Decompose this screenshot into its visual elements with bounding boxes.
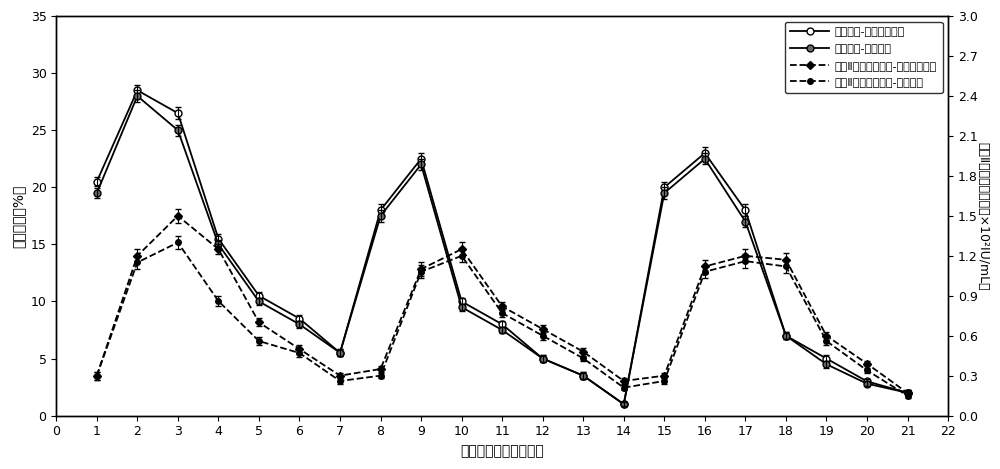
- 凝血Ⅱ因子蛋白活性-传统瞬转: [902, 393, 914, 399]
- 凝血Ⅱ因子蛋白活性-连续多次瞬转: [334, 373, 346, 378]
- 转染效率-连续多次瞬转: [334, 350, 346, 356]
- 凝血Ⅱ因子蛋白活性-连续多次瞬转: [820, 333, 832, 339]
- 凝血Ⅱ因子蛋白活性-连续多次瞬转: [91, 373, 103, 378]
- 凝血Ⅱ因子蛋白活性-传统瞬转: [415, 269, 427, 275]
- 转染效率-传统瞬转: [293, 321, 305, 327]
- 转染效率-连续多次瞬转: [456, 299, 468, 304]
- 凝血Ⅱ因子蛋白活性-连续多次瞬转: [375, 366, 387, 372]
- 转染效率-传统瞬转: [902, 390, 914, 395]
- 转染效率-传统瞬转: [739, 219, 751, 224]
- 转染效率-传统瞬转: [91, 190, 103, 196]
- 凝血Ⅱ因子蛋白活性-传统瞬转: [658, 378, 670, 384]
- 凝血Ⅱ因子蛋白活性-连续多次瞬转: [456, 246, 468, 252]
- 凝血Ⅱ因子蛋白活性-传统瞬转: [537, 333, 549, 339]
- 转染效率-连续多次瞬转: [131, 88, 143, 93]
- 凝血Ⅱ因子蛋白活性-连续多次瞬转: [496, 303, 508, 309]
- Line: 转染效率-传统瞬转: 转染效率-传统瞬转: [93, 92, 911, 408]
- 凝血Ⅱ因子蛋白活性-连续多次瞬转: [293, 346, 305, 352]
- 转染效率-传统瞬转: [861, 381, 873, 386]
- 凝血Ⅱ因子蛋白活性-传统瞬转: [212, 298, 224, 304]
- 凝血Ⅱ因子蛋白活性-连续多次瞬转: [172, 213, 184, 219]
- 凝血Ⅱ因子蛋白活性-传统瞬转: [91, 373, 103, 378]
- 凝血Ⅱ因子蛋白活性-连续多次瞬转: [618, 378, 630, 384]
- 凝血Ⅱ因子蛋白活性-传统瞬转: [861, 368, 873, 373]
- Y-axis label: 凝血Ⅱ因子蛋白活性（×10²IU/mL）: 凝血Ⅱ因子蛋白活性（×10²IU/mL）: [976, 142, 989, 290]
- 转染效率-连续多次瞬转: [861, 378, 873, 384]
- 转染效率-连续多次瞬转: [91, 179, 103, 184]
- 凝血Ⅱ因子蛋白活性-传统瞬转: [577, 356, 589, 361]
- 凝血Ⅱ因子蛋白活性-连续多次瞬转: [577, 349, 589, 355]
- 凝血Ⅱ因子蛋白活性-传统瞬转: [456, 253, 468, 258]
- 凝血Ⅱ因子蛋白活性-连续多次瞬转: [537, 326, 549, 332]
- 凝血Ⅱ因子蛋白活性-传统瞬转: [820, 338, 832, 344]
- 凝血Ⅱ因子蛋白活性-传统瞬转: [172, 240, 184, 245]
- 凝血Ⅱ因子蛋白活性-传统瞬转: [253, 338, 265, 344]
- 转染效率-连续多次瞬转: [658, 184, 670, 190]
- 凝血Ⅱ因子蛋白活性-连续多次瞬转: [861, 361, 873, 366]
- Legend: 转染效率-连续多次瞬转, 转染效率-传统瞬转, 凝血Ⅱ因子蛋白活性-连续多次瞬转, 凝血Ⅱ因子蛋白活性-传统瞬转: 转染效率-连续多次瞬转, 转染效率-传统瞬转, 凝血Ⅱ因子蛋白活性-连续多次瞬转…: [785, 22, 943, 93]
- 凝血Ⅱ因子蛋白活性-连续多次瞬转: [253, 319, 265, 325]
- 转染效率-传统瞬转: [618, 401, 630, 407]
- 转染效率-传统瞬转: [496, 327, 508, 333]
- 转染效率-连续多次瞬转: [699, 150, 711, 156]
- 转染效率-传统瞬转: [415, 162, 427, 167]
- 凝血Ⅱ因子蛋白活性-连续多次瞬转: [699, 264, 711, 269]
- 转染效率-连续多次瞬转: [739, 207, 751, 213]
- 转染效率-连续多次瞬转: [537, 356, 549, 361]
- 凝血Ⅱ因子蛋白活性-传统瞬转: [618, 385, 630, 391]
- 凝血Ⅱ因子蛋白活性-连续多次瞬转: [415, 266, 427, 272]
- 转染效率-传统瞬转: [131, 93, 143, 99]
- 转染效率-传统瞬转: [820, 362, 832, 367]
- 凝血Ⅱ因子蛋白活性-传统瞬转: [334, 378, 346, 384]
- Line: 转染效率-连续多次瞬转: 转染效率-连续多次瞬转: [93, 87, 911, 408]
- 转染效率-传统瞬转: [456, 304, 468, 310]
- 凝血Ⅱ因子蛋白活性-连续多次瞬转: [658, 373, 670, 378]
- 凝血Ⅱ因子蛋白活性-传统瞬转: [131, 260, 143, 265]
- Y-axis label: 转染效率（%）: 转染效率（%）: [11, 184, 25, 248]
- 转染效率-传统瞬转: [253, 299, 265, 304]
- 转染效率-连续多次瞬转: [780, 333, 792, 339]
- 凝血Ⅱ因子蛋白活性-传统瞬转: [699, 269, 711, 275]
- 转染效率-连续多次瞬转: [820, 356, 832, 361]
- 转染效率-连续多次瞬转: [577, 373, 589, 378]
- 转染效率-连续多次瞬转: [375, 207, 387, 213]
- 凝血Ⅱ因子蛋白活性-传统瞬转: [293, 350, 305, 356]
- 转染效率-传统瞬转: [780, 333, 792, 339]
- Line: 凝血Ⅱ因子蛋白活性-连续多次瞬转: 凝血Ⅱ因子蛋白活性-连续多次瞬转: [94, 213, 910, 396]
- 转染效率-连续多次瞬转: [253, 293, 265, 299]
- 转染效率-传统瞬转: [658, 190, 670, 196]
- 转染效率-连续多次瞬转: [293, 316, 305, 321]
- 转染效率-连续多次瞬转: [212, 236, 224, 242]
- X-axis label: 转染后培养时间（天）: 转染后培养时间（天）: [460, 444, 544, 458]
- 凝血Ⅱ因子蛋白活性-连续多次瞬转: [780, 257, 792, 263]
- 转染效率-传统瞬转: [699, 156, 711, 162]
- 转染效率-传统瞬转: [334, 350, 346, 356]
- 转染效率-传统瞬转: [577, 373, 589, 378]
- 转染效率-传统瞬转: [172, 128, 184, 133]
- 转染效率-连续多次瞬转: [496, 321, 508, 327]
- 凝血Ⅱ因子蛋白活性-传统瞬转: [780, 264, 792, 269]
- 凝血Ⅱ因子蛋白活性-连续多次瞬转: [131, 253, 143, 258]
- Line: 凝血Ⅱ因子蛋白活性-传统瞬转: 凝血Ⅱ因子蛋白活性-传统瞬转: [94, 240, 910, 398]
- 转染效率-连续多次瞬转: [902, 390, 914, 395]
- 凝血Ⅱ因子蛋白活性-传统瞬转: [496, 310, 508, 316]
- 凝血Ⅱ因子蛋白活性-连续多次瞬转: [739, 253, 751, 258]
- 转染效率-连续多次瞬转: [618, 401, 630, 407]
- 凝血Ⅱ因子蛋白活性-连续多次瞬转: [212, 246, 224, 252]
- 转染效率-连续多次瞬转: [415, 156, 427, 162]
- 凝血Ⅱ因子蛋白活性-连续多次瞬转: [902, 390, 914, 396]
- 凝血Ⅱ因子蛋白活性-传统瞬转: [739, 258, 751, 264]
- 转染效率-连续多次瞬转: [172, 110, 184, 116]
- 转染效率-传统瞬转: [212, 242, 224, 247]
- 凝血Ⅱ因子蛋白活性-传统瞬转: [375, 373, 387, 378]
- 转染效率-传统瞬转: [375, 213, 387, 219]
- 转染效率-传统瞬转: [537, 356, 549, 361]
